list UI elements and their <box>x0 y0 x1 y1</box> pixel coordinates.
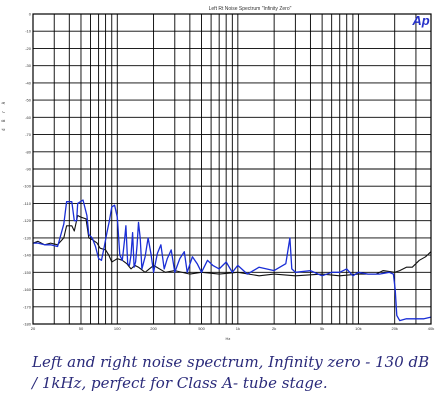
y-tick-labels: 0 -10 -20 -30 -40 -50 -60 -70 -80 -90 -100 -110 -120… <box>23 12 32 327</box>
series-lines <box>32 199 432 322</box>
x-axis-label: Hz <box>225 336 231 341</box>
y-tick-label: -160 <box>23 287 32 292</box>
y-tick-label: -70 <box>25 132 32 137</box>
y-tick-label: -170 <box>23 304 32 309</box>
x-tick-label: 20 <box>31 326 36 331</box>
y-tick-label: -80 <box>25 149 32 154</box>
ap-logo: Ap <box>412 13 430 28</box>
plot-frame <box>32 13 432 325</box>
x-tick-label: 500 <box>198 326 205 331</box>
x-tick-label: 1k <box>236 326 240 331</box>
y-tick-label: -10 <box>25 29 32 34</box>
y-tick-label: -100 <box>23 184 32 189</box>
y-axis-label: d B r A <box>1 100 6 131</box>
y-tick-label: -180 <box>23 322 32 327</box>
grid <box>33 13 431 325</box>
y-tick-label: -130 <box>23 235 32 240</box>
chart-title: Left Rt Noise Spectrum "Infinity Zero" <box>208 6 292 12</box>
x-tick-label: 5k <box>320 326 324 331</box>
y-tick-label: -60 <box>25 115 32 120</box>
y-tick-label: -50 <box>25 98 32 103</box>
y-tick-label: -40 <box>25 80 32 85</box>
x-tick-label: 2k <box>272 326 276 331</box>
y-tick-label: -90 <box>25 167 32 172</box>
y-tick-label: -150 <box>23 270 32 275</box>
x-tick-label: 100 <box>114 326 121 331</box>
y-tick-label: -110 <box>23 201 31 206</box>
y-tick-label: -30 <box>25 63 32 68</box>
x-tick-labels: 20 50 100 200 500 1k 2k 5k 10k 20k 40k <box>31 326 434 331</box>
figure-caption: Left and right noise spectrum, Infinity … <box>32 353 430 392</box>
y-tick-label: -120 <box>23 218 32 223</box>
x-tick-label: 10k <box>355 326 361 331</box>
y-tick-label: -20 <box>25 46 32 51</box>
x-tick-label: 200 <box>150 326 157 331</box>
x-tick-label: 40k <box>428 326 434 331</box>
x-tick-label: 50 <box>79 326 84 331</box>
x-tick-label: 20k <box>391 326 397 331</box>
series-line-blue <box>33 199 432 322</box>
y-tick-label: 0 <box>29 12 32 17</box>
y-tick-label: -140 <box>23 253 32 258</box>
